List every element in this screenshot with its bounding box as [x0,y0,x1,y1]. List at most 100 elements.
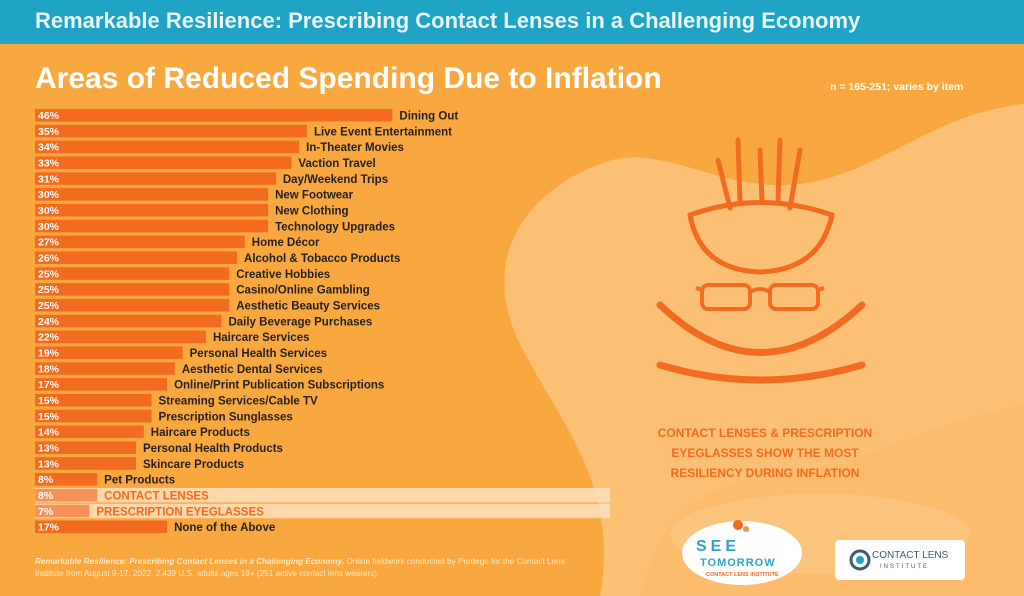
logo-see-sub: CONTACT LENS INSTITUTE [706,572,779,578]
category-label: Aesthetic Dental Services [182,364,323,376]
data-label: 31% [38,173,60,185]
category-label: Vaction Travel [298,158,375,170]
bar [35,298,230,312]
data-label: 17% [38,522,60,534]
eyeglasses-icon [695,283,825,311]
bar [35,488,98,502]
category-label: New Footwear [275,190,353,202]
cli-logo-text: CONTACT LENS [872,550,949,561]
category-label: Aesthetic Beauty Services [236,300,380,312]
bowl-chopsticks-icon [687,137,835,275]
category-label: Personal Health Products [143,443,283,455]
data-label: 34% [38,142,60,154]
bar [35,393,152,407]
bar [35,235,245,249]
bar [35,346,183,359]
category-label: Day/Weekend Trips [283,174,388,186]
category-label: Home Décor [252,237,320,249]
callout-line-1: CONTACT LENSES & PRESCRIPTION [657,426,873,440]
illustration [656,137,866,384]
category-label: Live Event Entertainment [314,126,452,138]
category-label: In-Theater Movies [306,142,404,154]
data-label: 13% [38,442,60,454]
data-label: 18% [38,363,60,375]
data-label: 35% [38,126,60,138]
data-label: 25% [38,268,60,280]
category-label: None of the Above [174,522,275,534]
bar [35,172,276,185]
data-label: 8% [38,490,54,502]
bar [35,378,168,391]
category-label: Casino/Online Gambling [236,285,370,297]
see-tomorrow-logo-icon [682,520,802,585]
source-footnote: Remarkable Resilience: Prescribing Conta… [35,556,595,580]
data-label: 46% [38,110,60,122]
data-label: 30% [38,221,60,233]
category-label: Haircare Products [151,427,250,439]
bar [35,140,300,154]
bar [35,314,222,328]
cli-logo-icon [835,540,965,580]
data-label: 24% [38,316,60,328]
highlight-band [35,487,610,503]
category-label: CONTACT LENSES [104,490,209,502]
category-label: Streaming Services/Cable TV [159,395,318,407]
data-label: 17% [38,379,60,391]
bar [35,188,269,201]
bar [35,251,238,264]
bar [35,109,393,122]
callout-line-2: EYEGLASSES SHOW THE MOST [671,446,859,460]
logo-tomorrow-text: TOMORROW [700,557,776,569]
category-label: Haircare Services [213,332,310,344]
category-label: PRESCRIPTION EYEGLASSES [96,506,264,518]
bar [35,473,98,486]
data-label: 19% [38,347,60,359]
bar [35,457,137,470]
category-label: Skincare Products [143,459,244,471]
smile-arc-icon [656,361,866,384]
bar [35,520,168,534]
bar [35,504,90,518]
category-label: Creative Hobbies [236,269,330,281]
bar [35,409,152,423]
data-label: 15% [38,411,60,423]
smile-arc-icon [656,301,866,356]
data-label: 30% [38,189,60,201]
bar-chart: 46% Dining Out 35% Live Event Entertainment… [35,109,610,534]
category-label: Technology Upgrades [275,221,395,233]
data-label: 26% [38,252,60,264]
bar [35,124,307,138]
chart-title: Areas of Reduced Spending Due to Inflati… [35,62,662,95]
highlight-band [35,503,610,519]
category-label: Online/Print Publication Subscriptions [174,380,384,392]
category-label: Dining Out [399,111,458,123]
footnote-source: Remarkable Resilience: Prescribing Conta… [35,557,345,566]
bar [35,330,206,344]
data-label: 8% [38,474,54,486]
bar [35,283,230,296]
data-label: 7% [38,506,54,518]
data-label: 30% [38,205,60,217]
data-label: 22% [38,332,60,344]
data-label: 25% [38,300,60,312]
callout-line-3: RESILIENCY DURING INFLATION [670,466,860,480]
bar [35,441,137,454]
logo-see-text: SEE [696,538,741,555]
banner-title: Remarkable Resilience: Prescribing Conta… [35,8,861,33]
category-label: Prescription Sunglasses [159,411,293,423]
bar [35,219,269,233]
data-label: 13% [38,458,60,470]
title-banner: Remarkable Resilience: Prescribing Conta… [0,0,1024,44]
bar [35,425,144,439]
bar [35,267,230,280]
bar [35,362,175,375]
category-label: New Clothing [275,205,348,217]
data-label: 33% [38,157,60,169]
category-label: Alcohol & Tobacco Products [244,253,400,265]
data-label: 15% [38,395,60,407]
callout-text: CONTACT LENSES & PRESCRIPTION EYEGLASSES… [630,423,900,483]
data-label: 27% [38,237,60,249]
data-label: 25% [38,284,60,296]
cli-logo-sub: INSTITUTE [880,564,929,570]
bar [35,203,269,217]
